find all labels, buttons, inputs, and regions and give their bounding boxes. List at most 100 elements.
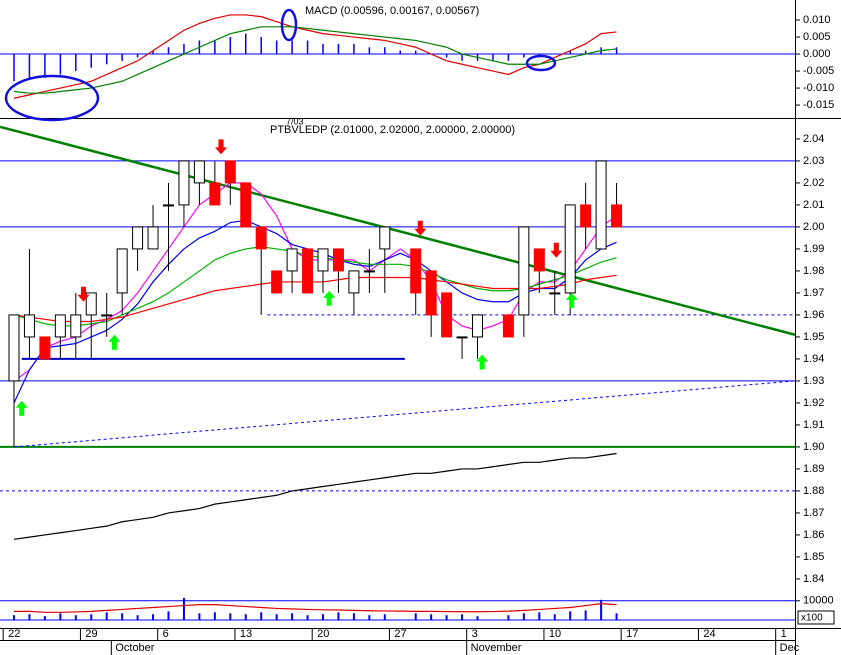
candle-body xyxy=(255,226,267,250)
volume-bar xyxy=(105,612,108,620)
y-tick-label: 1.86 xyxy=(803,529,824,541)
candle-body xyxy=(101,314,113,317)
volume-bar xyxy=(522,613,525,620)
candle-body xyxy=(611,204,623,228)
candle-body xyxy=(193,160,205,184)
y-tick-label: 0.005 xyxy=(803,31,831,43)
candle-body xyxy=(549,292,561,295)
y-tick-label: 1.89 xyxy=(803,463,824,475)
volume-bar xyxy=(476,616,479,620)
candle-body xyxy=(302,248,314,294)
volume-bar xyxy=(337,612,340,620)
x-tick-label: 13 xyxy=(240,628,252,640)
volume-bar xyxy=(213,612,216,620)
volume-bar xyxy=(368,615,371,620)
volume-bar xyxy=(43,616,46,620)
buy-arrow xyxy=(476,354,489,370)
candle-body xyxy=(518,226,530,316)
volume-bar xyxy=(182,597,185,620)
candle-body xyxy=(240,182,252,228)
volume-bar xyxy=(90,614,93,620)
y-tick-label: -0.015 xyxy=(803,99,834,111)
candle-body xyxy=(116,248,128,294)
candle-body xyxy=(224,160,236,184)
candle-body xyxy=(178,160,190,206)
overlay-line xyxy=(13,219,617,404)
highlight-ellipse xyxy=(280,8,298,42)
x-tick-label: 20 xyxy=(317,628,329,640)
y-tick-label: 2.00 xyxy=(803,221,824,233)
buy-arrow xyxy=(565,292,578,308)
volume-bar xyxy=(306,615,309,620)
y-tick-label: -0.005 xyxy=(803,65,834,77)
month-label: Dec xyxy=(780,642,800,654)
y-tick-label: 2.01 xyxy=(803,199,824,211)
candle-body xyxy=(23,314,35,338)
y-tick-label: 2.03 xyxy=(803,155,824,167)
candle-body xyxy=(533,248,545,272)
candle-body xyxy=(580,204,592,228)
volume-bar xyxy=(167,611,170,620)
buy-arrow xyxy=(108,334,121,350)
y-tick-label: 1.88 xyxy=(803,485,824,497)
volume-bar xyxy=(28,614,31,620)
y-tick-label: 1.87 xyxy=(803,507,824,519)
x-tick-label: 17 xyxy=(626,628,638,640)
candle-body xyxy=(348,270,360,294)
y-tick-label: 1.91 xyxy=(803,419,824,431)
volume-bar xyxy=(414,613,417,620)
volume-bar xyxy=(74,615,77,620)
volume-bar xyxy=(12,615,15,620)
volume-bar xyxy=(198,613,201,620)
candle-body xyxy=(379,226,391,250)
candle-body xyxy=(363,270,375,273)
candle-body xyxy=(286,248,298,272)
y-tick-label: 0.010 xyxy=(803,14,831,26)
trendline xyxy=(13,380,796,448)
y-tick-label: 2.04 xyxy=(803,133,824,145)
y-tick-label: 1.99 xyxy=(803,243,824,255)
unit-box xyxy=(797,610,835,625)
candle-body xyxy=(502,314,514,338)
x-tick-label: 10 xyxy=(549,628,561,640)
candle-body xyxy=(441,292,453,338)
y-tick-label: 1.85 xyxy=(803,551,824,563)
x-tick-label: 1 xyxy=(781,628,787,640)
candle-body xyxy=(8,314,20,382)
month-label: October xyxy=(115,642,154,654)
sell-arrow xyxy=(550,242,563,258)
y-tick-label: 1.90 xyxy=(803,441,824,453)
candle-body xyxy=(85,292,97,316)
volume-bar xyxy=(291,613,294,620)
volume-bar xyxy=(507,615,510,620)
sell-arrow xyxy=(414,220,427,236)
overlay-line xyxy=(13,452,617,540)
candle-body xyxy=(209,182,221,206)
sell-arrow xyxy=(215,139,228,155)
volume-bar xyxy=(584,610,587,620)
volume-bar xyxy=(136,615,139,620)
x-tick-label: 6 xyxy=(163,628,169,640)
macd-line xyxy=(13,26,617,94)
trendline xyxy=(0,125,796,336)
candle-body xyxy=(162,204,174,207)
y-tick-label: 1.92 xyxy=(803,397,824,409)
volume-bar xyxy=(383,614,386,620)
month-label: November xyxy=(471,642,522,654)
candle-body xyxy=(271,270,283,294)
overlay-line xyxy=(13,182,617,382)
volume-bar xyxy=(352,613,355,620)
y-tick-label: 2.02 xyxy=(803,177,824,189)
volume-bar xyxy=(461,614,464,620)
volume-bar xyxy=(275,614,278,620)
volume-bar xyxy=(569,611,572,620)
buy-arrow xyxy=(323,290,336,306)
y-tick-label: 0.000 xyxy=(803,48,831,60)
macd-line xyxy=(13,14,617,99)
x-tick-label: 22 xyxy=(8,628,20,640)
candle-body xyxy=(595,160,607,250)
x-tick-label: 29 xyxy=(85,628,97,640)
volume-bar xyxy=(430,614,433,620)
